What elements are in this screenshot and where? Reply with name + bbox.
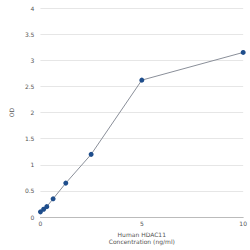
svg-text:1: 1 bbox=[31, 161, 35, 168]
svg-text:2: 2 bbox=[31, 109, 35, 116]
svg-text:3.5: 3.5 bbox=[25, 31, 35, 38]
svg-text:Concentration (ng/ml): Concentration (ng/ml) bbox=[109, 238, 175, 246]
svg-text:3: 3 bbox=[31, 57, 35, 64]
svg-text:4: 4 bbox=[31, 5, 35, 12]
svg-text:OD: OD bbox=[8, 107, 15, 117]
svg-text:1.5: 1.5 bbox=[25, 135, 35, 142]
svg-text:0: 0 bbox=[31, 214, 35, 221]
svg-text:0.5: 0.5 bbox=[25, 187, 35, 194]
svg-text:2.5: 2.5 bbox=[25, 83, 35, 90]
svg-text:Human HDAC11: Human HDAC11 bbox=[118, 231, 167, 238]
svg-text:5: 5 bbox=[140, 220, 144, 227]
svg-text:10: 10 bbox=[239, 220, 247, 227]
svg-text:0: 0 bbox=[39, 220, 43, 227]
